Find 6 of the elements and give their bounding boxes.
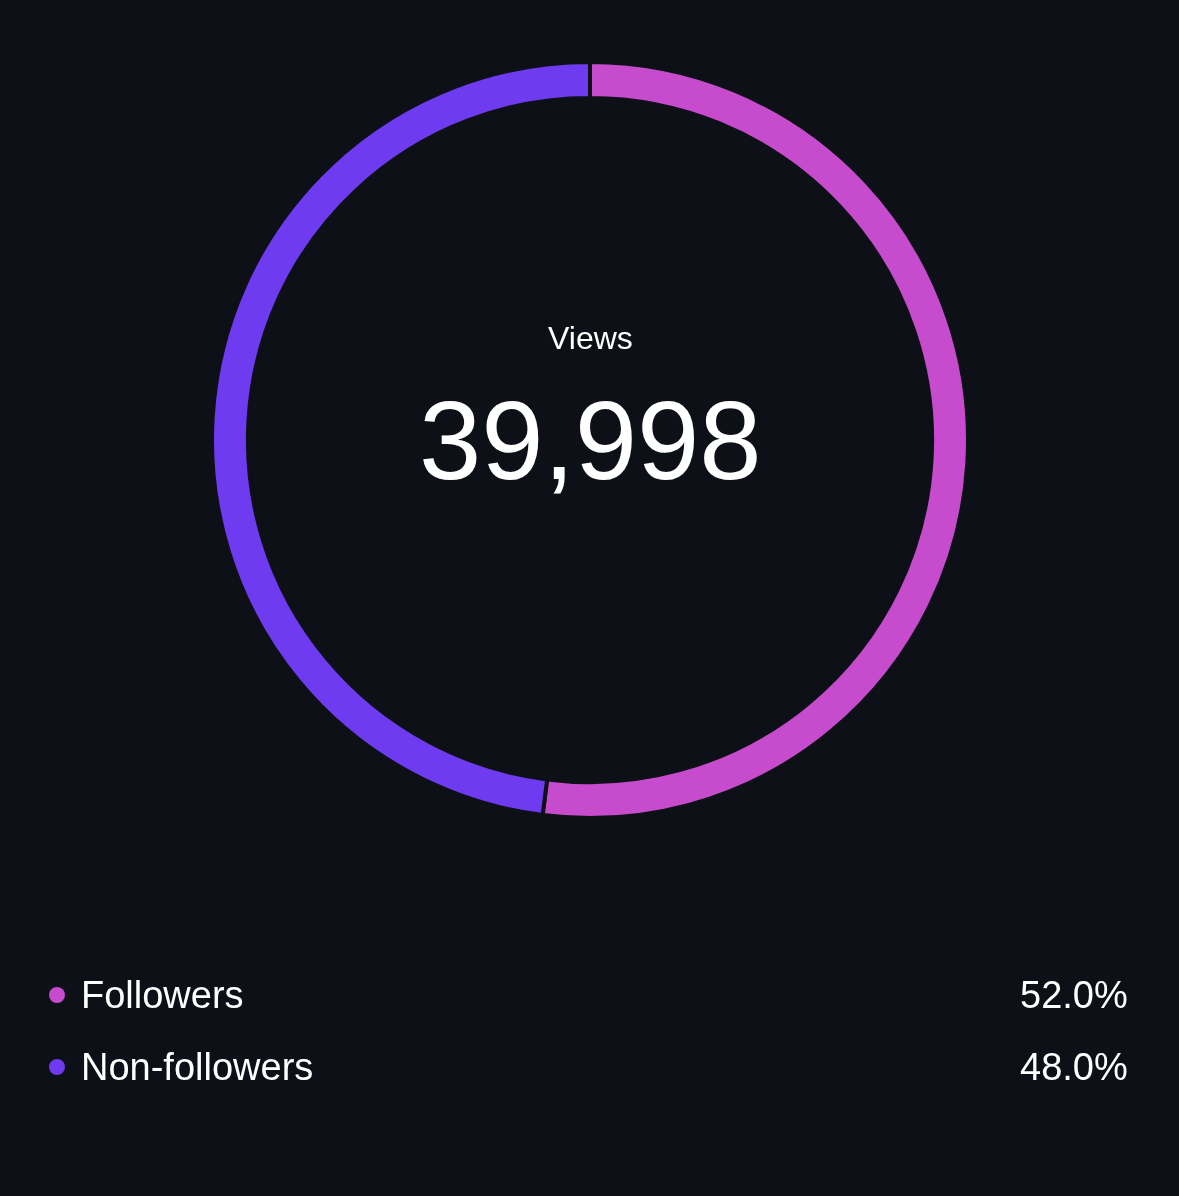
data-label: 52.0% — [1020, 974, 1128, 1016]
legend-label: Non-followers — [81, 1046, 314, 1088]
legend-label: Followers — [81, 974, 244, 1016]
text: 39,998 — [419, 378, 762, 503]
data-label: 48.0% — [1020, 1046, 1128, 1088]
text: Views — [548, 320, 633, 356]
